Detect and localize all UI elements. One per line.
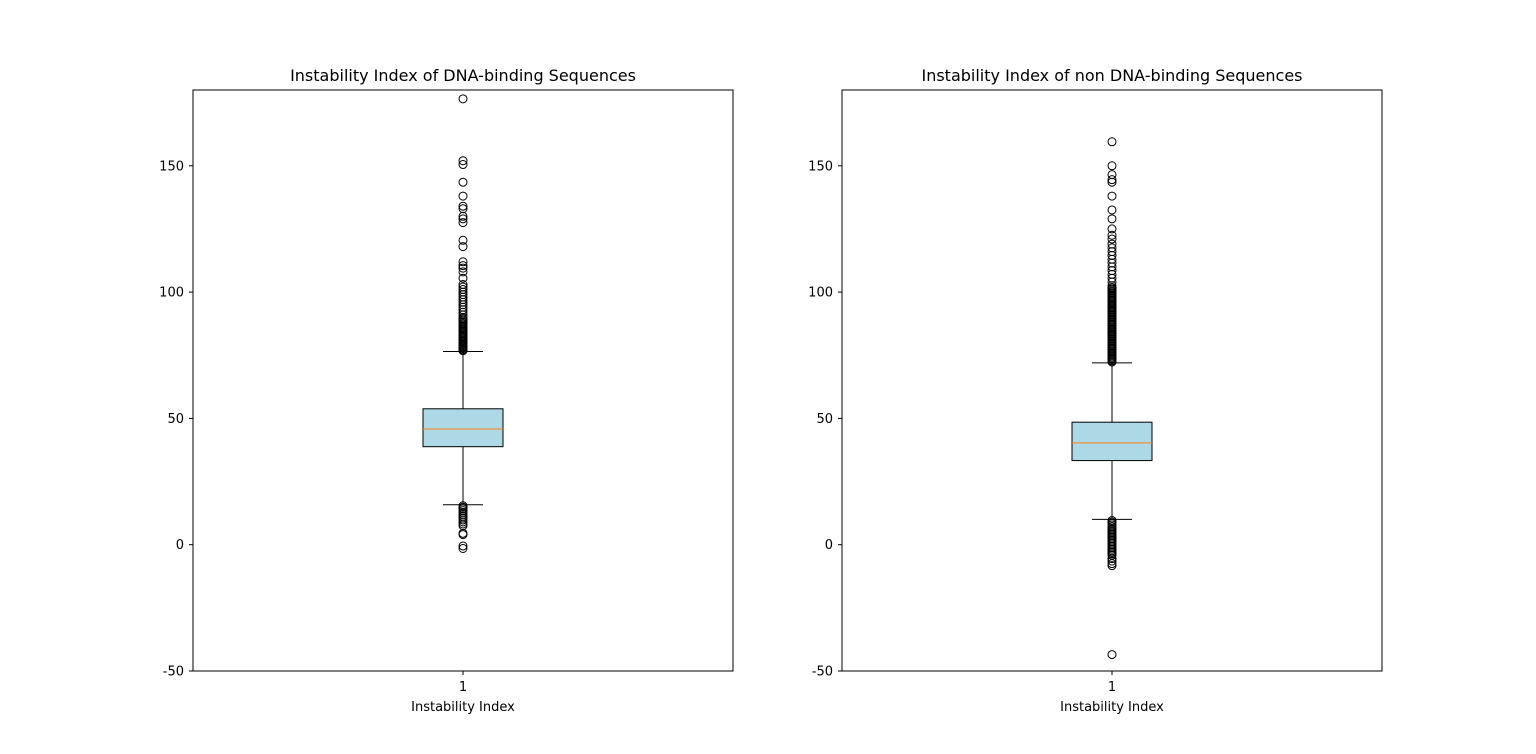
chart-title: Instability Index of DNA-binding Sequenc… xyxy=(290,66,636,85)
iqr-box xyxy=(1071,421,1153,462)
outlier-point xyxy=(1107,561,1117,571)
outlier-point xyxy=(458,541,468,551)
boxplot-panel-dna-binding: Instability Index of DNA-binding Sequenc… xyxy=(159,66,734,715)
y-tick-label: 150 xyxy=(159,159,184,174)
outlier-point xyxy=(458,94,468,104)
outlier-point xyxy=(1107,137,1117,147)
x-tick-label: 1 xyxy=(459,680,467,695)
y-tick-label: 100 xyxy=(159,286,184,301)
outlier-point xyxy=(1107,554,1117,564)
y-tick-label: 0 xyxy=(176,538,184,553)
outlier-point xyxy=(458,191,468,201)
x-axis-label: Instability Index xyxy=(1060,700,1164,715)
outlier-point xyxy=(458,273,468,283)
y-tick-label: 150 xyxy=(808,159,833,174)
outlier-point xyxy=(1107,205,1117,215)
outlier-point xyxy=(1107,170,1117,180)
outlier-point xyxy=(458,285,468,295)
y-tick-label: 0 xyxy=(825,538,833,553)
outlier-point xyxy=(458,177,468,187)
outlier-point xyxy=(458,235,468,245)
plot-frame xyxy=(841,89,1383,672)
outlier-point xyxy=(458,214,468,224)
outlier-point xyxy=(458,201,468,211)
outlier-point xyxy=(458,267,468,277)
outlier-point xyxy=(458,156,468,166)
outlier-point xyxy=(1107,224,1117,234)
outlier-point xyxy=(458,530,468,540)
outlier-point xyxy=(1107,230,1117,240)
outlier-point xyxy=(458,280,468,290)
y-tick-label: 50 xyxy=(167,412,184,427)
outlier-point xyxy=(458,263,468,273)
outlier-point xyxy=(1107,161,1117,171)
outlier-point xyxy=(458,242,468,252)
y-tick-label: -50 xyxy=(163,665,184,680)
chart-title: Instability Index of non DNA-binding Seq… xyxy=(921,66,1302,85)
outlier-point xyxy=(458,282,468,292)
outlier-point xyxy=(1107,175,1117,185)
y-tick-label: 100 xyxy=(808,286,833,301)
outlier-point xyxy=(1107,191,1117,201)
x-axis-label: Instability Index xyxy=(411,700,515,715)
outlier-point xyxy=(1107,234,1117,244)
boxplot-panel-non-dna-binding: Instability Index of non DNA-binding Seq… xyxy=(808,66,1383,715)
outlier-point xyxy=(458,543,468,553)
outlier-point xyxy=(1107,650,1117,660)
iqr-box xyxy=(422,408,504,448)
outlier-point xyxy=(1107,214,1117,224)
y-tick-label: -50 xyxy=(812,665,833,680)
outlier-point xyxy=(1107,239,1117,249)
outlier-point xyxy=(458,257,468,267)
y-tick-label: 50 xyxy=(816,412,833,427)
outlier-point xyxy=(458,261,468,271)
outlier-point xyxy=(458,218,468,228)
plot-frame xyxy=(192,89,734,672)
outlier-point xyxy=(1107,243,1117,253)
outlier-point xyxy=(1107,556,1117,566)
outlier-point xyxy=(458,160,468,170)
outlier-point xyxy=(458,204,468,214)
x-tick-label: 1 xyxy=(1108,680,1116,695)
